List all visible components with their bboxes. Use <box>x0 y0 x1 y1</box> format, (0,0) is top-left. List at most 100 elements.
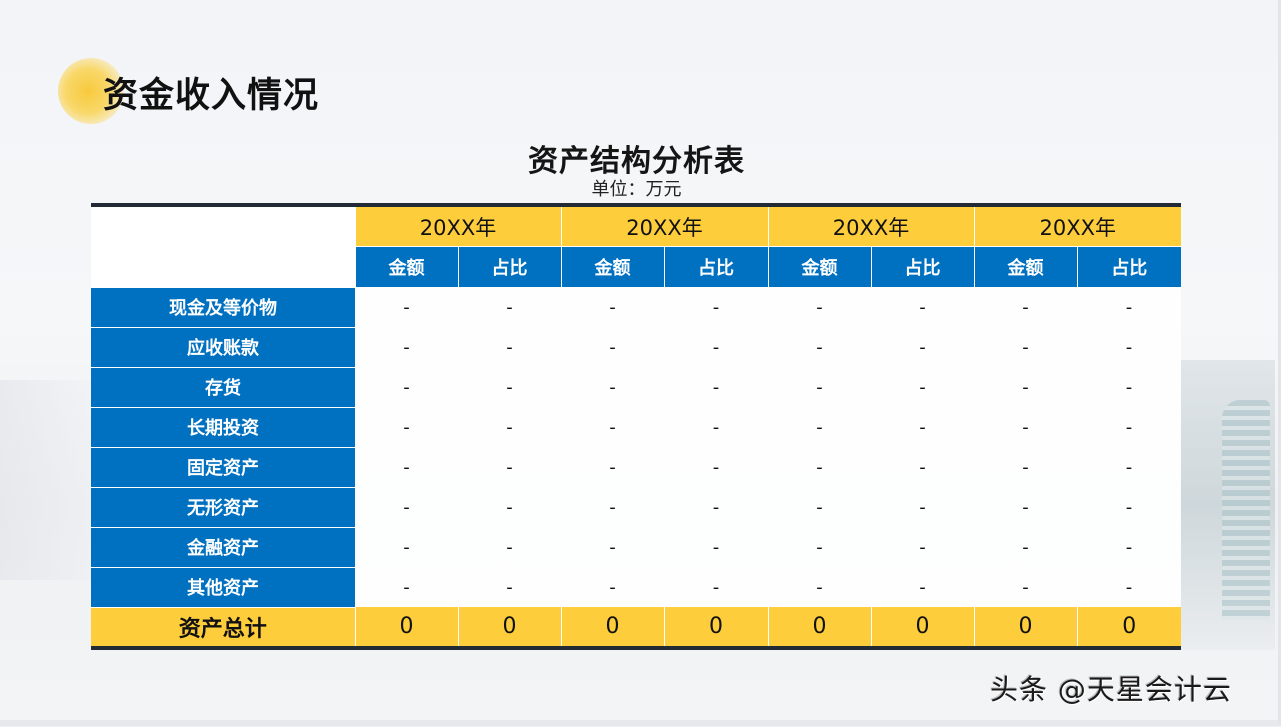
slide-heading: 资金收入情况 <box>103 76 320 116</box>
value-cell: - <box>871 367 974 407</box>
background-tower <box>1222 400 1270 620</box>
value-cell: - <box>458 527 561 567</box>
value-cell: - <box>768 447 871 487</box>
total-cell: 0 <box>457 607 561 648</box>
row-label: 长期投资 <box>91 406 355 447</box>
value-cell: - <box>561 447 664 487</box>
value-cell: - <box>768 567 871 607</box>
value-cell: - <box>355 527 458 567</box>
value-cell: - <box>871 567 974 607</box>
year-header: 20XX年 <box>973 205 1181 247</box>
value-cell: - <box>974 447 1077 487</box>
row-label: 金融资产 <box>91 526 355 567</box>
value-cell: - <box>458 327 561 367</box>
value-cell: - <box>561 487 664 527</box>
value-cell: - <box>1077 447 1181 487</box>
value-cell: - <box>664 327 768 367</box>
asset-structure-table: 20XX年 20XX年 20XX年 20XX年 金额 占比 金额 占比 金额 占… <box>91 203 1181 650</box>
value-cell: - <box>458 567 561 607</box>
table-row: 其他资产 - - - - - - - - <box>91 566 1181 607</box>
amount-header: 金额 <box>354 246 458 287</box>
value-cell: - <box>664 567 768 607</box>
total-label: 资产总计 <box>91 606 355 648</box>
value-cell: - <box>1077 567 1181 607</box>
value-cell: - <box>768 367 871 407</box>
row-label: 固定资产 <box>91 446 355 487</box>
value-cell: - <box>768 527 871 567</box>
value-cell: - <box>974 567 1077 607</box>
value-cell: - <box>355 327 458 367</box>
value-cell: - <box>1077 327 1181 367</box>
value-cell: - <box>768 407 871 447</box>
value-cell: - <box>664 487 768 527</box>
heading-glow-decoration <box>58 58 124 124</box>
value-cell: - <box>871 487 974 527</box>
total-row: 资产总计 0 0 0 0 0 0 0 0 <box>91 606 1181 648</box>
value-cell: - <box>974 327 1077 367</box>
value-cell: - <box>664 287 768 327</box>
value-cell: - <box>561 327 664 367</box>
amount-header: 金额 <box>973 246 1077 287</box>
ratio-header: 占比 <box>457 246 561 287</box>
value-cell: - <box>974 487 1077 527</box>
value-cell: - <box>1077 287 1181 327</box>
value-cell: - <box>1077 367 1181 407</box>
row-label: 现金及等价物 <box>91 286 355 327</box>
value-cell: - <box>768 487 871 527</box>
value-cell: - <box>561 287 664 327</box>
value-cell: - <box>561 367 664 407</box>
value-cell: - <box>561 567 664 607</box>
ratio-header: 占比 <box>663 246 768 287</box>
total-cell: 0 <box>663 607 768 648</box>
value-cell: - <box>458 407 561 447</box>
value-cell: - <box>1077 487 1181 527</box>
value-cell: - <box>871 527 974 567</box>
value-cell: - <box>561 527 664 567</box>
value-cell: - <box>664 527 768 567</box>
amount-header: 金额 <box>767 246 871 287</box>
table-row: 长期投资 - - - - - - - - <box>91 406 1181 447</box>
value-cell: - <box>1077 527 1181 567</box>
table-row: 现金及等价物 - - - - - - - - <box>91 286 1181 327</box>
ratio-header: 占比 <box>870 246 974 287</box>
value-cell: - <box>561 407 664 447</box>
value-cell: - <box>458 367 561 407</box>
value-cell: - <box>355 367 458 407</box>
total-cell: 0 <box>354 607 458 648</box>
row-label: 其他资产 <box>91 566 355 607</box>
total-cell: 0 <box>560 607 664 648</box>
year-header: 20XX年 <box>560 205 768 247</box>
sub-header-row: 金额 占比 金额 占比 金额 占比 金额 占比 <box>91 246 1181 287</box>
table-row: 固定资产 - - - - - - - - <box>91 446 1181 487</box>
table-row: 应收账款 - - - - - - - - <box>91 326 1181 367</box>
value-cell: - <box>974 527 1077 567</box>
table-row: 存货 - - - - - - - - <box>91 366 1181 407</box>
value-cell: - <box>871 407 974 447</box>
value-cell: - <box>458 487 561 527</box>
value-cell: - <box>355 487 458 527</box>
year-header: 20XX年 <box>354 205 561 247</box>
watermark: 头条 @天星会计云 <box>990 673 1232 706</box>
value-cell: - <box>974 367 1077 407</box>
value-cell: - <box>871 447 974 487</box>
year-header-row: 20XX年 20XX年 20XX年 20XX年 <box>91 205 1181 287</box>
table-row: 无形资产 - - - - - - - - <box>91 486 1181 527</box>
table-title: 资产结构分析表 <box>528 144 745 179</box>
value-cell: - <box>355 287 458 327</box>
ratio-header: 占比 <box>1076 246 1181 287</box>
total-cell: 0 <box>767 607 871 648</box>
total-cell: 0 <box>870 607 974 648</box>
value-cell: - <box>664 367 768 407</box>
row-label: 存货 <box>91 366 355 407</box>
value-cell: - <box>355 567 458 607</box>
value-cell: - <box>355 447 458 487</box>
value-cell: - <box>871 287 974 327</box>
total-cell: 0 <box>1076 607 1181 648</box>
value-cell: - <box>974 287 1077 327</box>
value-cell: - <box>768 287 871 327</box>
value-cell: - <box>458 447 561 487</box>
value-cell: - <box>355 407 458 447</box>
total-cell: 0 <box>973 607 1077 648</box>
value-cell: - <box>664 407 768 447</box>
